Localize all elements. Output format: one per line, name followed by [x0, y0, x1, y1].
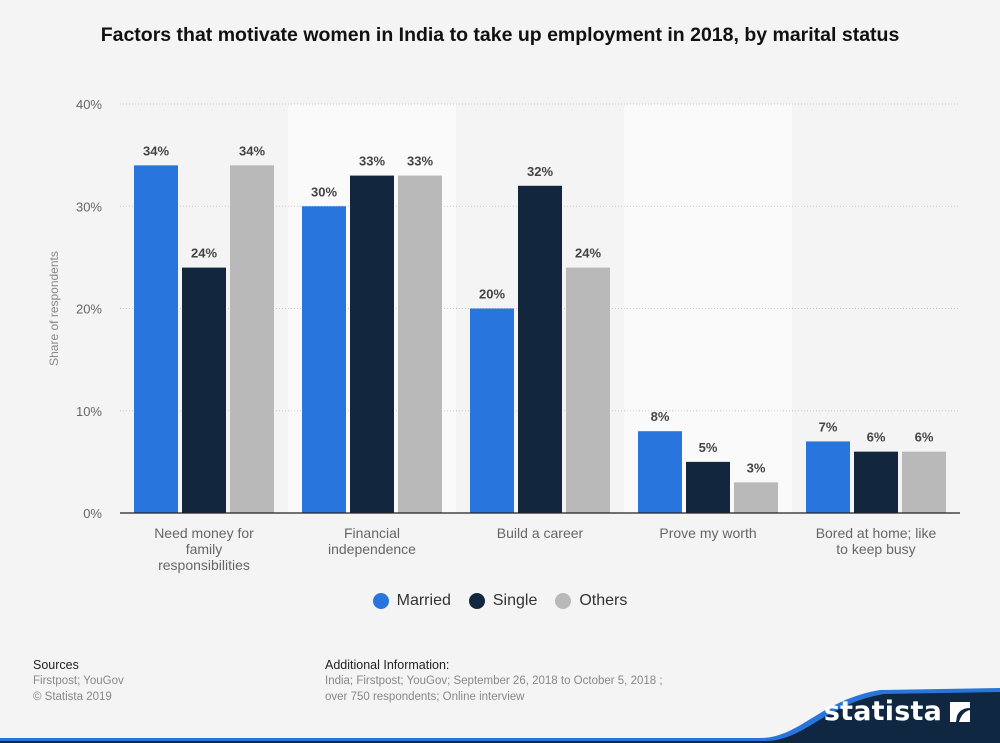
data-label: 33%	[407, 154, 433, 169]
x-tick-label: to keep busy	[836, 541, 915, 557]
x-tick-label: Financial	[344, 525, 400, 541]
bar-married	[638, 431, 682, 513]
data-label: 33%	[359, 154, 385, 169]
data-label: 24%	[191, 246, 217, 261]
bar-single	[854, 451, 898, 513]
bar-married	[134, 165, 178, 513]
data-label: 20%	[479, 287, 505, 302]
chart-title: Factors that motivate women in India to …	[100, 24, 900, 46]
bar-others	[398, 175, 442, 513]
x-tick-label: responsibilities	[158, 557, 250, 573]
bar-others	[230, 165, 274, 513]
data-label: 5%	[699, 440, 718, 455]
y-tick-label: 0%	[83, 506, 102, 521]
bar-married	[470, 308, 514, 513]
legend-label-others: Others	[579, 592, 628, 609]
data-label: 34%	[143, 143, 169, 158]
bar-single	[686, 461, 730, 513]
statista-logo-icon	[950, 702, 970, 722]
sources-heading: Sources	[33, 658, 79, 672]
bar-married	[302, 206, 346, 513]
additional-info-line-1: India; Firstpost; YouGov; September 26, …	[325, 675, 663, 687]
bar-chart: 0% 10% 20% 30% 40% Share of respondents 34% 24%…	[47, 97, 960, 573]
data-label: 34%	[239, 143, 265, 158]
bar-others	[902, 451, 946, 513]
legend-marker-married	[372, 593, 389, 609]
y-tick-label: 40%	[76, 97, 102, 112]
data-label: 32%	[527, 164, 553, 179]
sources-text[interactable]: Firstpost; YouGov	[33, 675, 124, 687]
data-label: 7%	[819, 419, 838, 434]
copyright-text: © Statista 2019	[33, 691, 112, 703]
legend-marker-others	[555, 593, 572, 609]
bar-single	[350, 175, 394, 513]
bar-married	[806, 441, 850, 513]
data-label: 24%	[575, 246, 601, 261]
legend-item-single[interactable]: Single	[468, 592, 538, 610]
y-tick-label: 20%	[76, 302, 102, 317]
bar-others	[566, 267, 610, 513]
bar-single	[182, 267, 226, 513]
legend-marker-single	[468, 593, 485, 609]
legend-label-married: Married	[396, 592, 451, 609]
additional-info-line-2: over 750 respondents; Online interview	[325, 691, 525, 703]
statista-logo[interactable]: statista	[823, 696, 942, 727]
legend-item-others[interactable]: Others	[555, 592, 627, 610]
x-tick-label: Need money for	[154, 525, 254, 541]
bar-others	[734, 482, 778, 513]
data-label: 6%	[915, 430, 934, 445]
x-tick-label: Prove my worth	[659, 525, 756, 541]
data-label: 8%	[651, 409, 670, 424]
x-tick-label: Build a career	[497, 525, 584, 541]
legend-label-single: Single	[492, 592, 538, 609]
legend-item-married[interactable]: Married	[372, 592, 451, 610]
sources-block: Sources Firstpost; YouGov © Statista 201…	[33, 657, 124, 705]
additional-info-heading: Additional Information:	[325, 658, 450, 672]
y-tick-label: 30%	[76, 199, 102, 214]
y-tick-label: 10%	[76, 404, 102, 419]
data-label: 6%	[867, 430, 886, 445]
data-label: 30%	[311, 184, 337, 199]
x-tick-label: Bored at home; like	[816, 525, 937, 541]
x-tick-label: family	[186, 541, 223, 557]
x-tick-label: independence	[328, 541, 416, 557]
y-axis-label: Share of respondents	[47, 251, 61, 366]
chart-legend: Married Single Others	[0, 592, 1000, 610]
additional-info-block: Additional Information: India; Firstpost…	[325, 657, 663, 705]
bar-single	[518, 185, 562, 514]
data-label: 3%	[747, 460, 766, 475]
